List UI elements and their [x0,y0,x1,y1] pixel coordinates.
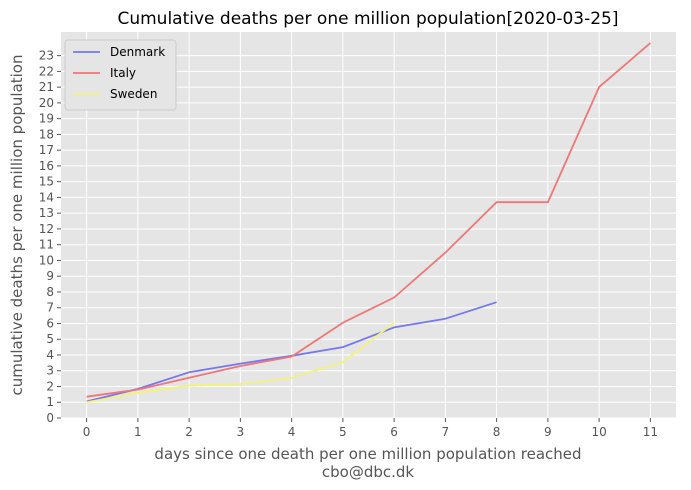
y-tick-label: 22 [39,64,54,78]
y-tick-label: 8 [46,285,54,299]
y-tick-label: 3 [46,364,54,378]
y-tick-label: 16 [39,159,54,173]
y-tick-label: 14 [39,190,54,204]
x-tick-label: 10 [591,425,606,439]
y-axis-label: cumulative deaths per one million popula… [8,55,26,396]
y-tick-label: 0 [46,411,54,425]
legend-label-denmark: Denmark [110,45,165,59]
x-axis-ticks: 0 1 2 3 4 5 6 7 8 9 10 11 [83,418,658,439]
grid-lines [61,32,676,419]
x-tick-label: 11 [643,425,658,439]
legend-label-sweden: Sweden [110,87,157,101]
chart-footer: cbo@dbc.dk [322,463,415,481]
x-tick-label: 8 [493,425,501,439]
y-tick-label: 19 [39,112,54,126]
legend-box [64,39,177,111]
series-line-italy [86,42,651,398]
x-tick-label: 2 [185,425,193,439]
y-tick-label: 12 [39,222,54,236]
y-tick-label: 7 [46,301,54,315]
y-tick-label: 21 [39,80,54,94]
x-tick-label: 0 [83,425,91,439]
x-tick-label: 1 [134,425,142,439]
legend-label-italy: Italy [110,66,136,80]
y-tick-label: 10 [39,253,54,267]
x-tick-label: 6 [390,425,398,439]
x-tick-label: 4 [288,425,296,439]
x-tick-label: 3 [237,425,245,439]
x-axis-label: days since one death per one million pop… [154,445,581,463]
series-lines [86,42,651,404]
y-tick-label: 6 [46,316,54,330]
chart-title: Cumulative deaths per one million popula… [117,9,618,29]
x-tick-label: 5 [339,425,347,439]
y-tick-label: 18 [39,127,54,141]
series-line-sweden [86,321,395,404]
y-tick-label: 20 [39,96,54,110]
y-tick-label: 23 [39,49,54,63]
y-tick-label: 11 [39,238,54,252]
y-tick-label: 17 [39,143,54,157]
x-tick-label: 9 [544,425,552,439]
y-tick-label: 1 [46,395,54,409]
y-tick-label: 5 [46,332,54,346]
x-tick-label: 7 [442,425,450,439]
y-tick-label: 4 [46,348,54,362]
legend: Denmark Italy Sweden [64,39,177,111]
y-tick-label: 9 [46,269,54,283]
y-tick-label: 13 [39,206,54,220]
y-tick-label: 2 [46,379,54,393]
y-tick-label: 15 [39,175,54,189]
